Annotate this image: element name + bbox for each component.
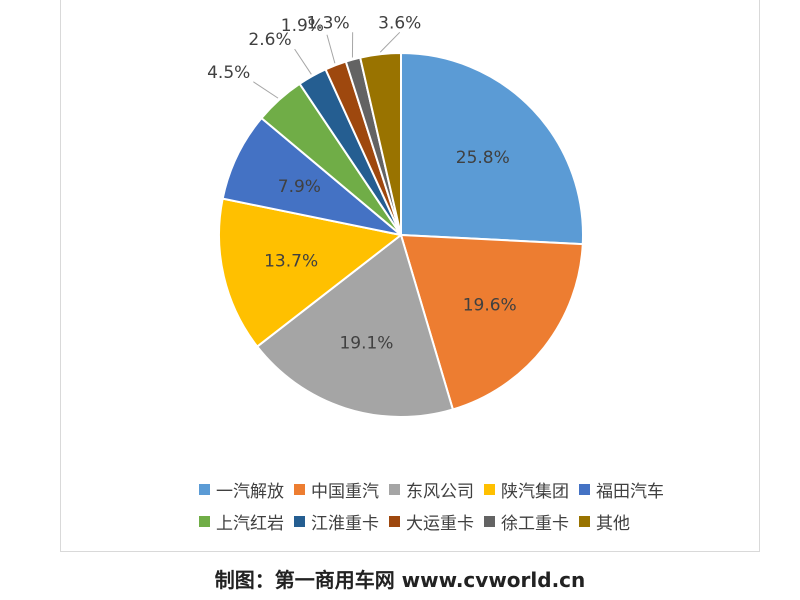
legend-item: 大运重卡 xyxy=(389,509,474,534)
legend-swatch xyxy=(294,515,305,527)
legend-label: 江淮重卡 xyxy=(311,513,379,534)
legend-row: 一汽解放 中国重汽 东风公司 陕汽集团 福田汽车 xyxy=(199,477,674,502)
slice-data-label: 4.5% xyxy=(207,63,250,83)
legend-swatch xyxy=(579,483,590,495)
pie-slice xyxy=(221,116,402,236)
legend-label: 徐工重卡 xyxy=(501,513,569,534)
legend-row: 上汽红岩 江淮重卡 大运重卡 徐工重卡 其他 xyxy=(199,509,640,534)
legend-swatch xyxy=(199,515,210,527)
pie-slice xyxy=(400,51,584,246)
pie-slices xyxy=(218,51,584,418)
legend-label: 陕汽集团 xyxy=(501,481,569,502)
legend-label: 福田汽车 xyxy=(596,481,664,502)
legend-item: 陕汽集团 xyxy=(484,477,569,502)
legend-label: 一汽解放 xyxy=(216,481,284,502)
legend-label: 大运重卡 xyxy=(406,513,474,534)
slice-data-label: 19.6% xyxy=(463,296,517,316)
legend-swatch xyxy=(389,483,400,495)
legend-item: 江淮重卡 xyxy=(294,509,379,534)
legend-item: 上汽红岩 xyxy=(199,509,284,534)
slice-data-label: 19.1% xyxy=(339,333,393,353)
legend-swatch xyxy=(199,483,210,495)
legend-item: 徐工重卡 xyxy=(484,509,569,534)
legend-item: 福田汽车 xyxy=(579,477,664,502)
legend-swatch xyxy=(484,515,495,527)
leader-line xyxy=(379,31,401,53)
legend-label: 上汽红岩 xyxy=(216,513,284,534)
legend-swatch xyxy=(389,515,400,527)
legend-item: 其他 xyxy=(579,509,630,534)
slice-data-label: 1.9% xyxy=(281,16,324,36)
leader-line xyxy=(253,81,279,99)
pie-slice xyxy=(218,197,404,348)
legend-swatch xyxy=(294,483,305,495)
pie-slice xyxy=(358,51,402,236)
legend-swatch xyxy=(484,483,495,495)
pie-slice xyxy=(399,233,584,411)
leader-line xyxy=(326,34,336,64)
slice-data-label: 1.3% xyxy=(306,13,349,33)
legend-item: 中国重汽 xyxy=(294,477,379,502)
legend-swatch xyxy=(579,515,590,527)
slice-data-label: 3.6% xyxy=(378,13,421,33)
legend-label: 东风公司 xyxy=(406,481,474,502)
legend-label: 中国重汽 xyxy=(311,481,379,502)
slice-data-label: 2.6% xyxy=(248,30,291,50)
legend-item: 一汽解放 xyxy=(199,477,284,502)
legend-item: 东风公司 xyxy=(389,477,474,502)
data-labels: 25.8% 19.6% 19.1% 13.7% 7.9% 4.5% 2.6%1.9%1.3%… xyxy=(207,13,517,353)
chart-frame: 25.8% 19.6% 19.1% 13.7% 7.9% 4.5% 2.6% 1.9% 1.3%… xyxy=(60,0,760,552)
pie-slice xyxy=(255,233,455,418)
leader-lines xyxy=(253,31,401,99)
slice-data-label: 7.9% xyxy=(278,177,321,197)
leader-line xyxy=(294,48,312,75)
pie-chart: 25.8% 19.6% 19.1% 13.7% 7.9% 4.5% 2.6%1.9%1.3%… xyxy=(207,13,584,418)
legend-label: 其他 xyxy=(596,513,630,534)
slice-data-label: 13.7% xyxy=(264,252,318,272)
source-caption: 制图：第一商用车网 www.cvworld.cn xyxy=(214,568,586,592)
slice-data-label: 25.8% xyxy=(456,148,510,168)
